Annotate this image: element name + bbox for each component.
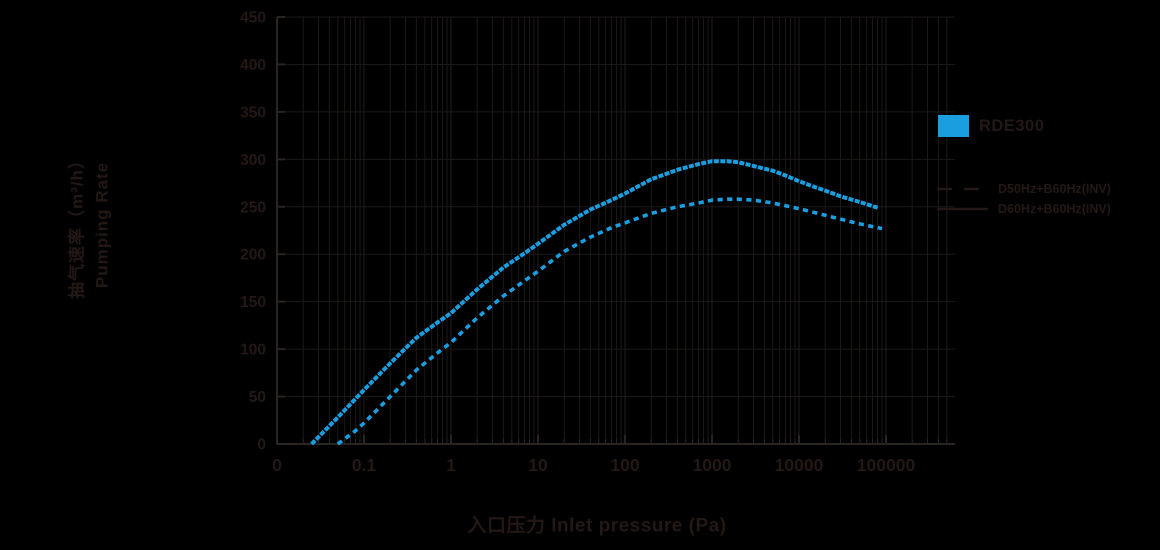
x-tick-label: 1 [446,455,456,475]
x-tick-marks [276,435,948,444]
legend-model: RDE300 [938,115,1044,137]
x-tick-labels: 0 0.1 1 10 100 1000 10000 100000 [272,455,915,475]
solid-line-sample-icon [937,207,988,211]
x-tick-label: 100000 [857,455,916,475]
y-tick-label: 150 [240,294,266,311]
y-tick-marks [277,16,285,445]
legend-entry-label: D50Hz+B60Hz(INV) [998,182,1111,196]
x-axis-title: 入口压力 Inlet pressure (Pa) [467,515,727,537]
legend-color-swatch [938,115,969,137]
y-tick-label: 350 [240,104,266,121]
legend-model-label: RDE300 [979,116,1045,135]
x-tick-label: 10 [528,455,548,475]
curve-solid [310,159,879,446]
y-tick-label: 100 [240,342,266,359]
y-axis-title: 抽气速率（m³/h） Pumping Rate [65,151,114,299]
y-tick-label: 200 [240,247,266,264]
y-tick-label: 450 [240,10,266,27]
series-curves [310,159,883,446]
legend-entry-dashed: D50Hz+B60Hz(INV) [936,181,1111,197]
x-tick-label: 100 [610,455,639,475]
y-tick-label: 300 [240,152,266,169]
x-tick-label: 0 [272,455,282,475]
y-tick-labels: 0 50 100 150 200 250 300 350 400 450 [240,10,266,454]
y-tick-label: 250 [240,199,266,216]
x-tick-label: 0.1 [352,455,377,475]
axes [276,17,955,445]
dashed-line-sample-icon [937,187,988,191]
y-axis-title-en: Pumping Rate [92,161,111,289]
legend-entry-label: D60Hz+B60Hz(INV) [998,202,1111,216]
x-tick-label: 10000 [775,455,824,475]
y-tick-label: 50 [249,389,266,406]
curve-dashed [336,197,883,446]
legend-entry-solid: D60Hz+B60Hz(INV) [936,201,1111,217]
vertical-gridlines [302,17,948,444]
x-tick-label: 1000 [693,455,732,475]
y-tick-label: 400 [240,57,266,74]
horizontal-gridlines [277,16,955,398]
y-tick-label: 0 [257,437,266,454]
y-axis-title-cn: 抽气速率（m³/h） [67,151,87,299]
